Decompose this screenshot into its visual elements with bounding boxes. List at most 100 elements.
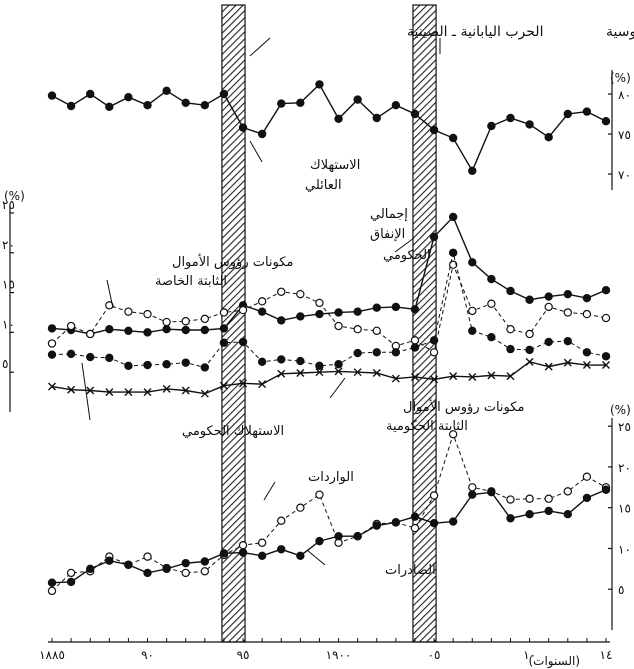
middle-unit-label: (%)	[4, 189, 25, 203]
point-middle-0	[506, 286, 515, 296]
point-bottom-0	[525, 494, 534, 503]
point-top-0	[582, 107, 592, 116]
series-line-bottom-1	[51, 489, 607, 584]
point-middle-1	[563, 308, 572, 317]
point-middle-2	[601, 352, 611, 361]
point-middle-3	[124, 388, 133, 397]
point-middle-3	[449, 372, 458, 381]
point-middle-3	[48, 382, 56, 391]
series-line-middle-3	[51, 361, 606, 395]
point-bottom-1	[86, 564, 95, 574]
point-bottom-0	[544, 494, 553, 503]
point-bottom-1	[563, 510, 572, 519]
point-middle-3	[353, 368, 362, 377]
point-middle-1	[257, 297, 267, 306]
bottom-unit-label: (%)	[610, 403, 631, 417]
point-top-0	[353, 95, 362, 104]
point-top-0	[105, 102, 114, 112]
label-gov-capital-1: مكونات رؤوس الأموال	[403, 398, 524, 415]
point-middle-1	[372, 326, 381, 335]
point-middle-0	[582, 293, 592, 303]
point-middle-2	[315, 361, 324, 371]
point-bottom-1	[429, 518, 439, 528]
point-middle-2	[525, 345, 534, 355]
point-middle-2	[66, 349, 76, 359]
point-middle-0	[105, 325, 114, 334]
point-top-0	[601, 116, 611, 126]
y-tick-label-bottom: ٥	[618, 583, 624, 597]
point-middle-0	[544, 292, 553, 301]
point-middle-1	[487, 299, 496, 308]
point-middle-0	[47, 324, 57, 333]
point-bottom-0	[277, 516, 286, 525]
point-middle-3	[410, 372, 419, 381]
point-middle-1	[181, 317, 190, 326]
point-middle-3	[563, 358, 572, 367]
y-tick-label-top: ٧٠	[618, 168, 631, 182]
point-middle-1	[143, 309, 152, 319]
point-bottom-1	[506, 514, 515, 523]
point-middle-2	[448, 248, 458, 257]
y-tick-label-top: ٨٠	[618, 88, 631, 102]
x-axis-title: (السنوات)	[528, 654, 580, 669]
point-middle-1	[468, 306, 477, 316]
y-tick-label-middle: ٥	[2, 357, 8, 371]
point-bottom-1	[257, 551, 267, 561]
label-gov-capital-2: الثابتة الحكومية	[386, 419, 468, 434]
point-bottom-1	[315, 536, 324, 546]
point-bottom-1	[601, 485, 611, 494]
label-private-capital-2: الثابتة الخاصة	[155, 274, 227, 289]
point-middle-0	[410, 305, 420, 314]
point-middle-3	[544, 362, 553, 371]
y-tick-label-middle: ١٥	[2, 278, 15, 292]
point-middle-3	[143, 388, 152, 397]
y-tick-label-middle: ١٠	[2, 317, 15, 331]
point-middle-1	[525, 329, 534, 339]
point-bottom-0	[315, 490, 324, 499]
point-top-0	[429, 125, 439, 135]
label-imports: الواردات	[308, 470, 354, 485]
point-top-0	[162, 86, 171, 96]
point-top-0	[86, 89, 95, 99]
point-middle-3	[391, 374, 400, 383]
point-bottom-1	[105, 556, 114, 565]
point-middle-3	[181, 386, 190, 395]
point-bottom-1	[410, 512, 420, 521]
point-middle-0	[277, 316, 286, 325]
point-middle-2	[468, 326, 477, 335]
x-tick-label: ١٤	[600, 648, 613, 662]
point-middle-2	[124, 361, 133, 371]
point-middle-0	[468, 258, 477, 267]
point-middle-1	[238, 305, 248, 315]
point-bottom-0	[257, 538, 267, 547]
point-middle-0	[315, 309, 324, 319]
point-middle-3	[239, 379, 248, 388]
point-top-0	[544, 132, 553, 142]
series	[47, 80, 611, 596]
point-top-0	[257, 129, 267, 139]
point-middle-0	[563, 289, 572, 299]
point-middle-3	[200, 389, 209, 398]
point-bottom-1	[66, 577, 76, 587]
point-top-0	[525, 120, 534, 129]
point-top-0	[487, 121, 496, 131]
point-bottom-0	[506, 495, 515, 504]
point-middle-2	[181, 358, 190, 367]
point-top-0	[219, 89, 229, 99]
point-middle-1	[544, 302, 553, 312]
point-middle-3	[372, 368, 381, 377]
point-middle-1	[277, 287, 286, 296]
point-middle-0	[525, 295, 534, 304]
point-bottom-0	[238, 541, 248, 550]
point-bottom-1	[525, 510, 534, 519]
point-middle-0	[353, 307, 362, 316]
point-bottom-1	[200, 557, 210, 566]
point-bottom-0	[200, 567, 210, 576]
x-tick-label: ١٨٨٥	[39, 648, 65, 662]
point-middle-1	[47, 339, 57, 348]
point-middle-2	[391, 348, 401, 357]
y-tick-label-bottom: ١٠	[618, 542, 631, 556]
point-top-0	[315, 80, 324, 89]
point-middle-1	[429, 348, 439, 357]
